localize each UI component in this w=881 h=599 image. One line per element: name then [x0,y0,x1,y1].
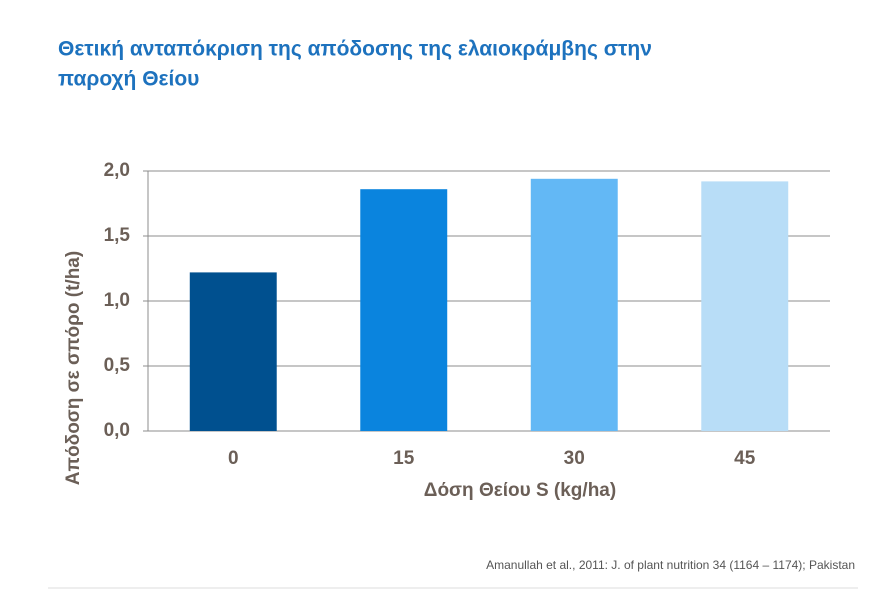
y-tick-label: 0,0 [104,420,130,441]
y-tick-label: 2,0 [104,160,130,181]
x-tick-label: 30 [564,448,585,469]
x-axis-label: Δόση Θείου S (kg/ha) [424,480,616,501]
y-tick-label: 0,5 [104,355,131,376]
bar [530,178,618,431]
title-line: παροχή Θείου [58,68,199,91]
x-tick-label: 45 [734,448,756,469]
y-tick-label: 1,0 [104,290,130,311]
bar [701,181,789,431]
source-note: Amanullah et al., 2011: J. of plant nutr… [486,558,855,572]
bar [360,189,448,431]
x-tick-label: 15 [393,448,415,469]
bar [189,272,277,431]
x-tick-label: 0 [228,448,239,469]
y-axis-label: Απόδοση σε σπόρο (t/ha) [63,251,84,485]
y-tick-label: 1,5 [104,225,131,246]
title-line: Θετική ανταπόκριση της απόδοσης της ελαι… [58,38,652,61]
